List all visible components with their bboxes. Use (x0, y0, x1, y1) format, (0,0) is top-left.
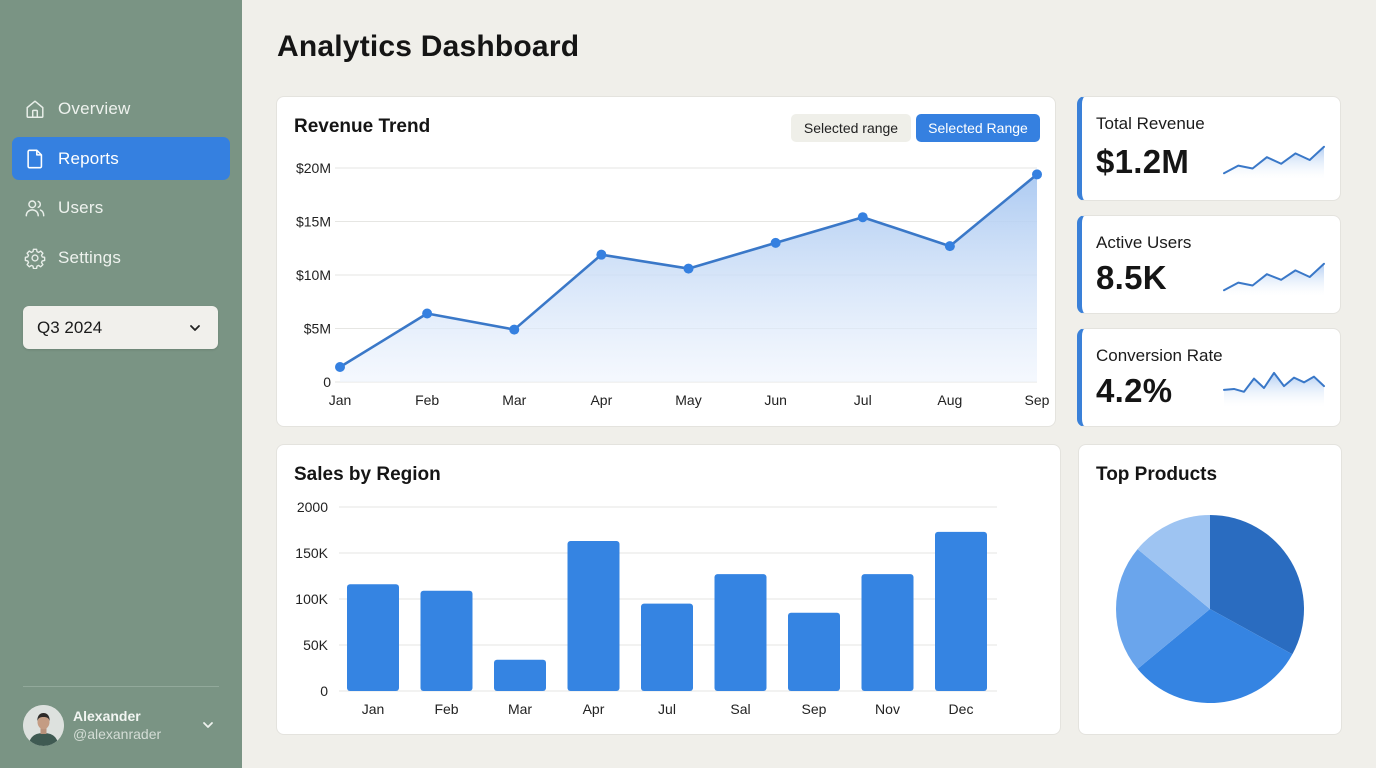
data-point[interactable] (770, 237, 781, 248)
x-tick-label: Feb (415, 392, 439, 408)
x-tick-label: May (675, 392, 701, 408)
stat-label: Conversion Rate (1096, 346, 1223, 365)
x-tick-label: Jun (764, 392, 787, 408)
x-tick-label: Apr (583, 701, 605, 717)
data-point[interactable] (683, 263, 694, 274)
data-point[interactable] (596, 249, 607, 260)
home-icon (26, 99, 44, 118)
pie-slice[interactable] (1137, 609, 1293, 703)
sidebar: Overview Reports Users Settings Q3 2024 … (0, 0, 242, 768)
bar[interactable] (861, 574, 914, 691)
stat-card-total-revenue: Total Revenue $1.2M (1077, 96, 1341, 201)
x-tick-label: Jan (329, 392, 352, 408)
y-tick-label: 100K (295, 591, 328, 607)
sparkline-conversion-rate (1223, 371, 1325, 407)
x-tick-label: Nov (875, 701, 900, 717)
bar[interactable] (567, 541, 620, 691)
top-products-pie-chart (1116, 515, 1304, 703)
top-products-card: Top Products (1078, 444, 1342, 735)
avatar (23, 704, 64, 746)
chevron-down-icon (190, 324, 200, 331)
x-tick-label: Apr (590, 392, 612, 408)
sparkline-total-revenue (1223, 145, 1325, 179)
sidebar-item-label: Settings (58, 247, 122, 267)
x-tick-label: Dec (949, 701, 974, 717)
revenue-trend-title: Revenue Trend (294, 116, 431, 137)
sidebar-item-label: Reports (58, 148, 119, 168)
y-tick-label: 150K (295, 545, 328, 561)
revenue-trend-card: Revenue Trend Selected range Selected Ra… (276, 96, 1056, 427)
user-handle: @alexanrader (73, 726, 162, 742)
area-fill (340, 174, 1037, 382)
data-point[interactable] (944, 241, 955, 252)
bar[interactable] (788, 612, 840, 691)
stat-card-conversion-rate: Conversion Rate 4.2% (1077, 328, 1341, 427)
user-name: Alexander (73, 708, 141, 724)
data-point[interactable] (335, 362, 345, 373)
data-point[interactable] (509, 324, 520, 335)
stat-value: 8.5K (1096, 259, 1167, 296)
bar[interactable] (420, 590, 473, 691)
pie-slice[interactable] (1116, 549, 1210, 669)
y-tick-label: $10M (296, 267, 331, 283)
page-title: Analytics Dashboard (277, 30, 580, 63)
revenue-line-chart: 0 $5M $10M $15M $20M Jan Feb Mar Apr May Jun Jul Aug… (296, 160, 1050, 408)
x-tick-label: Jan (362, 701, 385, 717)
bar[interactable] (714, 574, 767, 691)
chevron-down-icon[interactable] (201, 718, 215, 732)
x-tick-label: Mar (508, 701, 532, 717)
x-tick-label: Sal (730, 701, 750, 717)
y-tick-label: 0 (320, 683, 328, 699)
y-tick-label: 50K (303, 637, 329, 653)
y-tick-label: $15M (296, 214, 331, 230)
x-tick-label: Jul (658, 701, 676, 717)
sales-by-region-title: Sales by Region (294, 464, 441, 485)
top-products-title: Top Products (1096, 464, 1218, 485)
y-tick-label: $20M (296, 160, 331, 176)
range-button-selected[interactable]: Selected Range (916, 114, 1040, 142)
sidebar-item-settings[interactable]: Settings (12, 236, 230, 279)
stat-value: 4.2% (1096, 372, 1173, 409)
x-tick-label: Feb (434, 701, 458, 717)
bar[interactable] (494, 659, 546, 691)
sidebar-divider (23, 686, 219, 687)
stat-value: $1.2M (1096, 143, 1190, 180)
sidebar-item-reports[interactable]: Reports (12, 137, 230, 180)
data-point[interactable] (422, 308, 433, 319)
gear-icon (24, 248, 46, 269)
data-point[interactable] (857, 212, 868, 223)
sales-bar-chart: 0 50K 100K 150K 2000 Jan Feb Mar Apr Jul Sal Sep Nov… (295, 499, 997, 717)
stat-card-active-users: Active Users 8.5K (1077, 215, 1341, 314)
bar[interactable] (935, 531, 987, 691)
range-button[interactable]: Selected range (791, 114, 911, 142)
sidebar-item-overview[interactable]: Overview (12, 87, 230, 130)
bar[interactable] (347, 584, 399, 691)
pie-slice[interactable] (1137, 515, 1210, 609)
period-select[interactable]: Q3 2024 (23, 306, 218, 349)
stat-label: Active Users (1096, 233, 1192, 252)
x-tick-label: Sep (802, 701, 827, 717)
period-select-value: Q3 2024 (37, 317, 103, 337)
sidebar-item-users[interactable]: Users (12, 186, 230, 229)
sidebar-item-label: Users (58, 197, 104, 217)
y-tick-label: $5M (304, 321, 331, 337)
users-icon (25, 199, 45, 217)
x-tick-label: Aug (937, 392, 962, 408)
bar[interactable] (641, 603, 693, 691)
pie-slice[interactable] (1210, 515, 1304, 655)
document-icon (27, 149, 43, 168)
x-tick-label: Sep (1025, 392, 1050, 408)
user-menu[interactable]: Alexander @alexanrader (23, 704, 219, 746)
y-tick-label: 2000 (297, 499, 328, 515)
data-point[interactable] (1032, 169, 1042, 180)
x-tick-label: Mar (502, 392, 526, 408)
x-tick-label: Jul (854, 392, 872, 408)
y-tick-label: 0 (323, 374, 331, 390)
sidebar-item-label: Overview (58, 98, 131, 118)
stat-label: Total Revenue (1096, 114, 1205, 133)
sales-by-region-card: Sales by Region 0 50K 100K 150K 2000 Jan Feb Ma… (276, 444, 1061, 735)
sparkline-active-users (1223, 262, 1325, 296)
